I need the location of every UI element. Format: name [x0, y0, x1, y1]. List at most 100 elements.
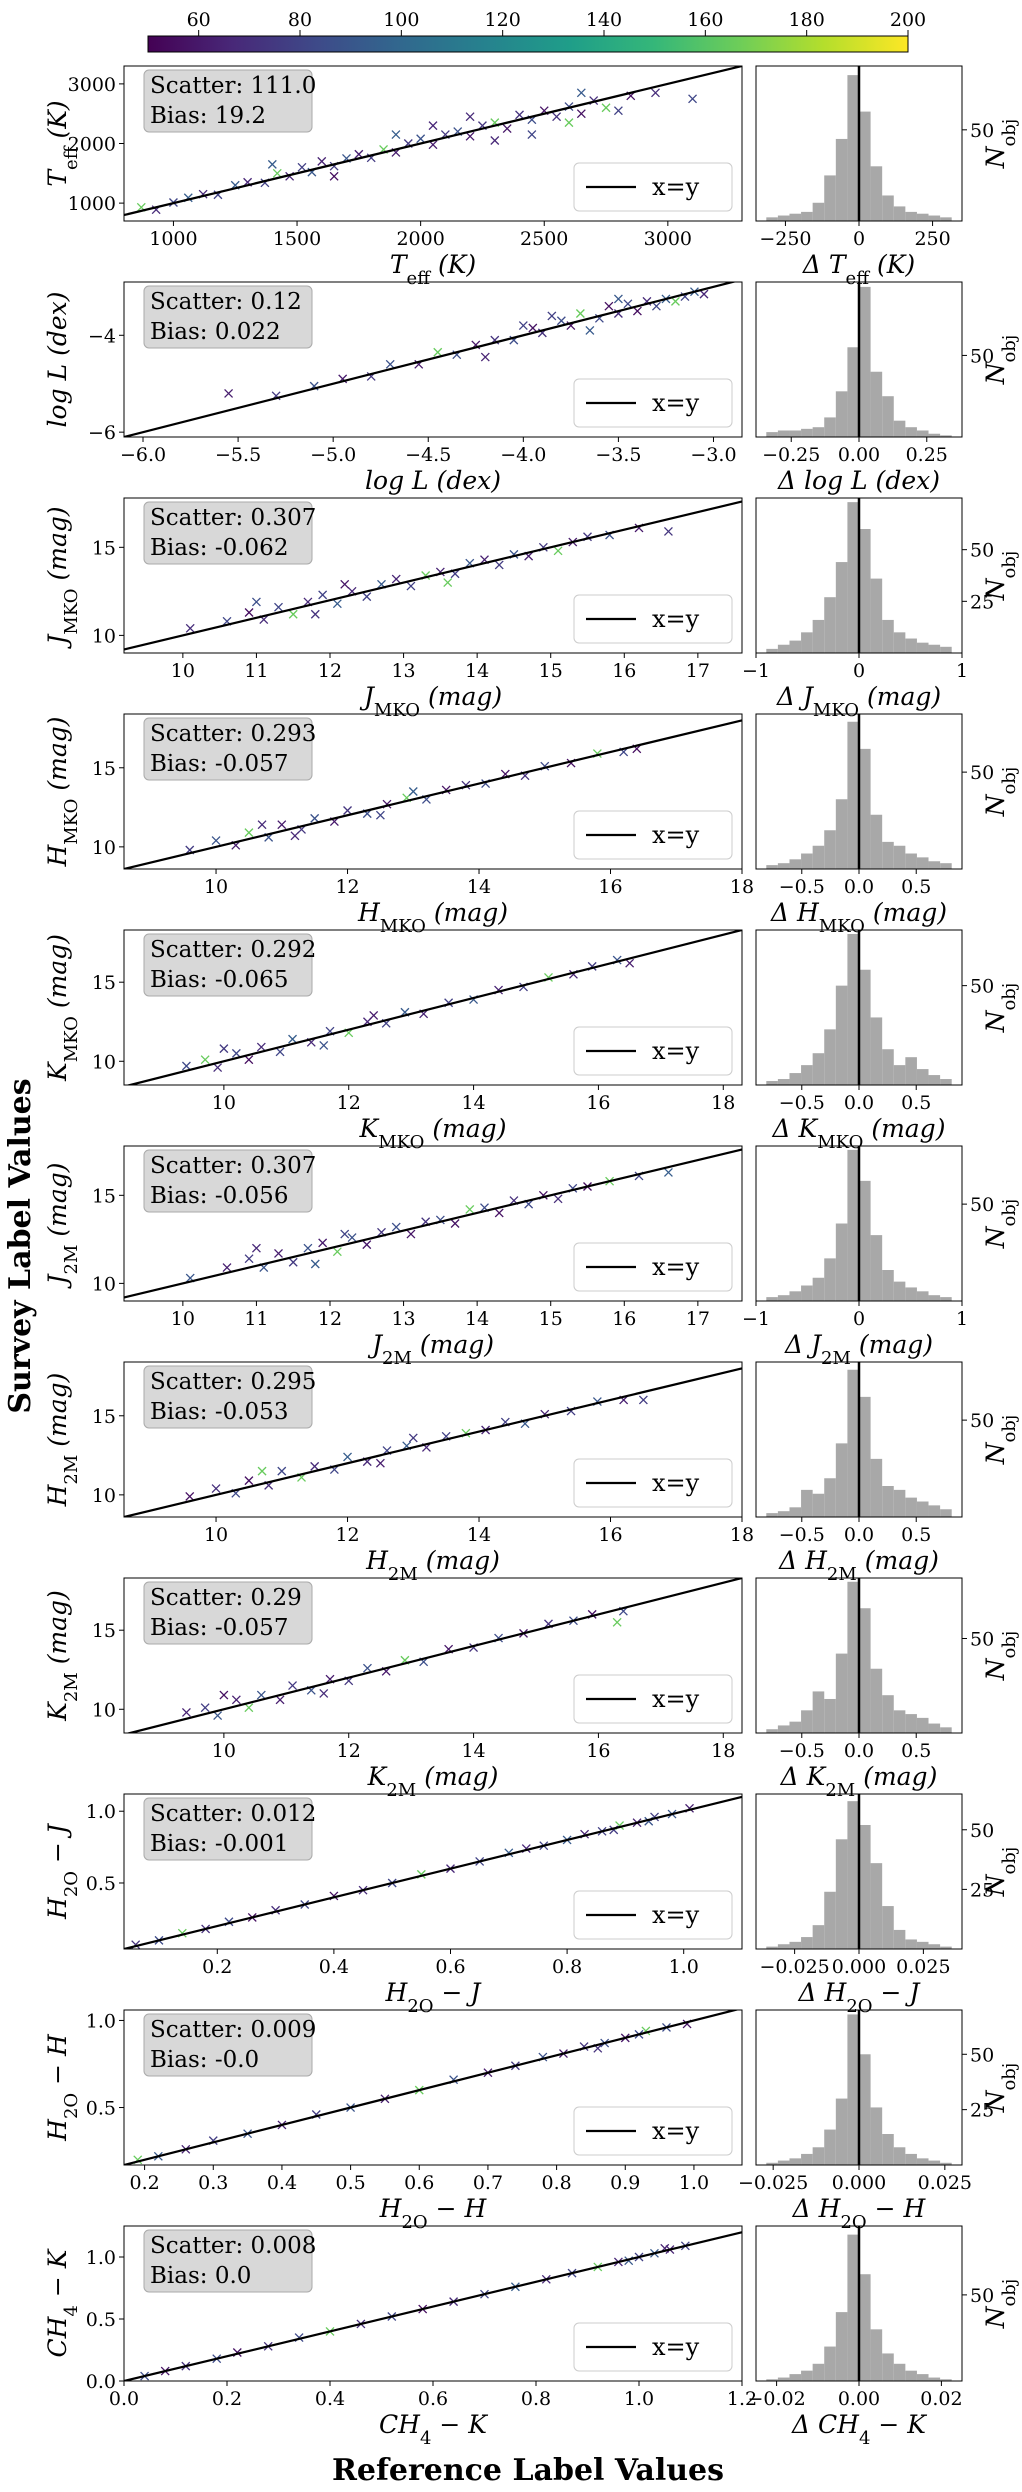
- histogram-bar: [801, 1710, 813, 1733]
- scatter-point: [181, 1061, 191, 1071]
- hist-x-tick-label: 0.000: [832, 1956, 886, 1978]
- y-tick-label: 15: [92, 758, 116, 780]
- hist-x-tick-label: 1: [956, 1308, 968, 1330]
- histogram-bar: [835, 985, 848, 1085]
- stats-box: [143, 2013, 313, 2077]
- legend-label: x=y: [652, 605, 700, 633]
- legend-label: x=y: [652, 2333, 700, 2361]
- scatter-point: [275, 1695, 285, 1705]
- scatter-point-stroke: [277, 1466, 287, 1476]
- scatter-point-stroke: [575, 309, 585, 318]
- y-tick-label: 0.5: [86, 1873, 116, 1895]
- scatter-point-stroke: [509, 1196, 519, 1206]
- scatter-point: [638, 1395, 648, 1405]
- scatter-point: [277, 820, 287, 830]
- scatter-point-stroke: [244, 1703, 254, 1713]
- hist-x-axis-label: Δ J2M (mag): [784, 1330, 933, 1369]
- scatter-point: [576, 109, 586, 119]
- scatter-point-stroke: [651, 88, 660, 98]
- y-axis-label: CH4 − K: [43, 2248, 82, 2357]
- panel-K_2M: 10 12 14 16 18 10 15 K2M (mag) K2M (mag) Scatter:…: [43, 1577, 1020, 1801]
- scatter-point-stroke: [524, 551, 534, 561]
- histogram-bar: [870, 1863, 883, 1949]
- histogram-bar: [835, 138, 848, 221]
- histogram-bar: [789, 1507, 802, 1517]
- histogram-bar: [766, 217, 778, 221]
- histogram-bar: [916, 1941, 929, 1949]
- scatter-point-stroke: [502, 124, 512, 134]
- histogram-bars: [766, 502, 952, 653]
- scatter-point-stroke: [518, 321, 528, 331]
- histogram-bar: [766, 1081, 778, 1085]
- y-tick-label: 0.5: [86, 2309, 116, 2331]
- x-tick-label: 12: [335, 876, 359, 898]
- scatter-point-stroke: [369, 1010, 379, 1020]
- histogram-bars: [766, 1369, 952, 1517]
- y-tick-label: 15: [92, 537, 116, 559]
- scatter-point-stroke: [553, 546, 563, 556]
- identity-line: [125, 1578, 742, 1733]
- x-tick-label: 10: [204, 1524, 228, 1546]
- scatter-point-stroke: [303, 597, 313, 607]
- scatter-point-stroke: [593, 2043, 603, 2053]
- histogram-bar: [835, 562, 848, 653]
- scatter-point-stroke: [670, 296, 680, 306]
- scatter-point-stroke: [310, 813, 320, 823]
- histogram-bar: [801, 2370, 813, 2381]
- scatter-stat: Scatter: 0.307: [150, 1153, 316, 1179]
- scatter-point-stroke: [297, 1472, 306, 1482]
- histogram-bar: [940, 2379, 952, 2381]
- x-tick-label: 10: [171, 660, 195, 682]
- scatter-point-stroke: [244, 1254, 254, 1264]
- scatter-point-stroke: [256, 1042, 266, 1052]
- scatter-point-stroke: [465, 1204, 475, 1214]
- scatter-stat: Scatter: 111.0: [150, 73, 316, 99]
- x-tick-label: −4.0: [500, 444, 546, 466]
- scatter-point: [515, 110, 524, 120]
- histogram-bar: [870, 1458, 883, 1517]
- histogram-bar: [905, 1939, 917, 1949]
- scatter-point-stroke: [274, 1248, 283, 1258]
- scatter-point-stroke: [528, 323, 538, 333]
- identity-line: [124, 500, 742, 651]
- scatter-point-stroke: [490, 136, 500, 145]
- histogram-bar: [893, 2147, 906, 2165]
- x-tick-label: 10: [212, 1092, 236, 1114]
- hist-x-axis-label: Δ JMKO (mag): [776, 682, 941, 721]
- histogram-bar: [824, 597, 836, 653]
- scatter-point-stroke: [450, 569, 460, 579]
- histogram-bar: [916, 430, 929, 437]
- scatter-point-stroke: [385, 359, 395, 369]
- x-tick-label: 0.0: [109, 2388, 139, 2410]
- scatter-point-stroke: [552, 112, 562, 122]
- scatter-frame: [123, 1361, 743, 1518]
- x-tick-label: 14: [467, 876, 491, 898]
- y-tick-label: 10: [92, 1699, 116, 1721]
- histogram-bar: [916, 642, 929, 653]
- y-axis-label: KMKO (mag): [43, 934, 82, 1082]
- scatter-point-stroke: [325, 1674, 335, 1684]
- histogram-bar: [789, 2158, 802, 2165]
- scatter-point-stroke: [520, 771, 530, 781]
- scatter-point: [231, 1695, 241, 1705]
- hist-x-tick-label: 0.5: [901, 1740, 931, 1762]
- legend-label: x=y: [652, 389, 700, 417]
- hist-x-tick-label: 0.5: [901, 1524, 931, 1546]
- scatter-point: [556, 316, 566, 326]
- scatter-point-stroke: [181, 1707, 191, 1717]
- hist-x-axis-label: Δ H2O − J: [798, 1978, 922, 2017]
- x-tick-label: 3000: [644, 228, 692, 250]
- scatter-point: [224, 388, 234, 398]
- scatter-points: [181, 955, 635, 1073]
- scatter-stat: Scatter: 0.307: [150, 505, 316, 531]
- histogram-bar: [870, 814, 883, 869]
- scatter-point-stroke: [604, 301, 614, 311]
- scatter-point-stroke: [274, 602, 283, 612]
- scatter-point: [623, 299, 633, 309]
- scatter-point: [625, 958, 635, 968]
- x-axis-label: HMKO (mag): [357, 898, 508, 937]
- x-tick-label: 1.0: [679, 2172, 709, 2194]
- scatter-frame: [123, 713, 743, 870]
- scatter-point-stroke: [181, 1061, 191, 1071]
- scatter-point-stroke: [433, 347, 443, 357]
